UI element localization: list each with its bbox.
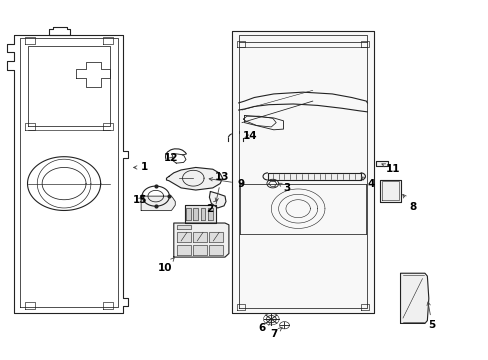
Text: 11: 11 xyxy=(381,164,400,174)
Polygon shape xyxy=(267,173,360,180)
Polygon shape xyxy=(200,208,205,220)
Polygon shape xyxy=(400,273,428,323)
Text: 3: 3 xyxy=(278,183,290,193)
Text: 4: 4 xyxy=(361,177,374,189)
Polygon shape xyxy=(166,167,222,190)
Polygon shape xyxy=(207,208,212,220)
Polygon shape xyxy=(193,208,198,220)
Text: 1: 1 xyxy=(133,162,148,172)
Polygon shape xyxy=(232,31,373,313)
Polygon shape xyxy=(193,231,206,242)
Polygon shape xyxy=(173,223,228,257)
Polygon shape xyxy=(209,231,223,242)
Text: 2: 2 xyxy=(205,200,217,214)
Text: 7: 7 xyxy=(269,327,282,339)
Text: 5: 5 xyxy=(426,302,435,330)
Polygon shape xyxy=(184,205,216,223)
Polygon shape xyxy=(209,192,225,208)
Polygon shape xyxy=(177,244,190,255)
Polygon shape xyxy=(193,244,206,255)
Polygon shape xyxy=(379,180,400,202)
Polygon shape xyxy=(375,161,387,166)
Text: 6: 6 xyxy=(257,322,270,333)
Text: 15: 15 xyxy=(132,195,146,205)
Polygon shape xyxy=(141,196,175,211)
Polygon shape xyxy=(185,208,190,220)
Text: 8: 8 xyxy=(402,194,415,212)
Text: 10: 10 xyxy=(158,258,174,273)
Polygon shape xyxy=(209,244,223,255)
Text: 13: 13 xyxy=(214,172,228,202)
Polygon shape xyxy=(177,225,190,229)
Polygon shape xyxy=(6,35,128,313)
Text: 14: 14 xyxy=(243,131,257,141)
Text: 9: 9 xyxy=(209,177,244,189)
Text: 12: 12 xyxy=(164,153,178,163)
Polygon shape xyxy=(177,231,190,242)
